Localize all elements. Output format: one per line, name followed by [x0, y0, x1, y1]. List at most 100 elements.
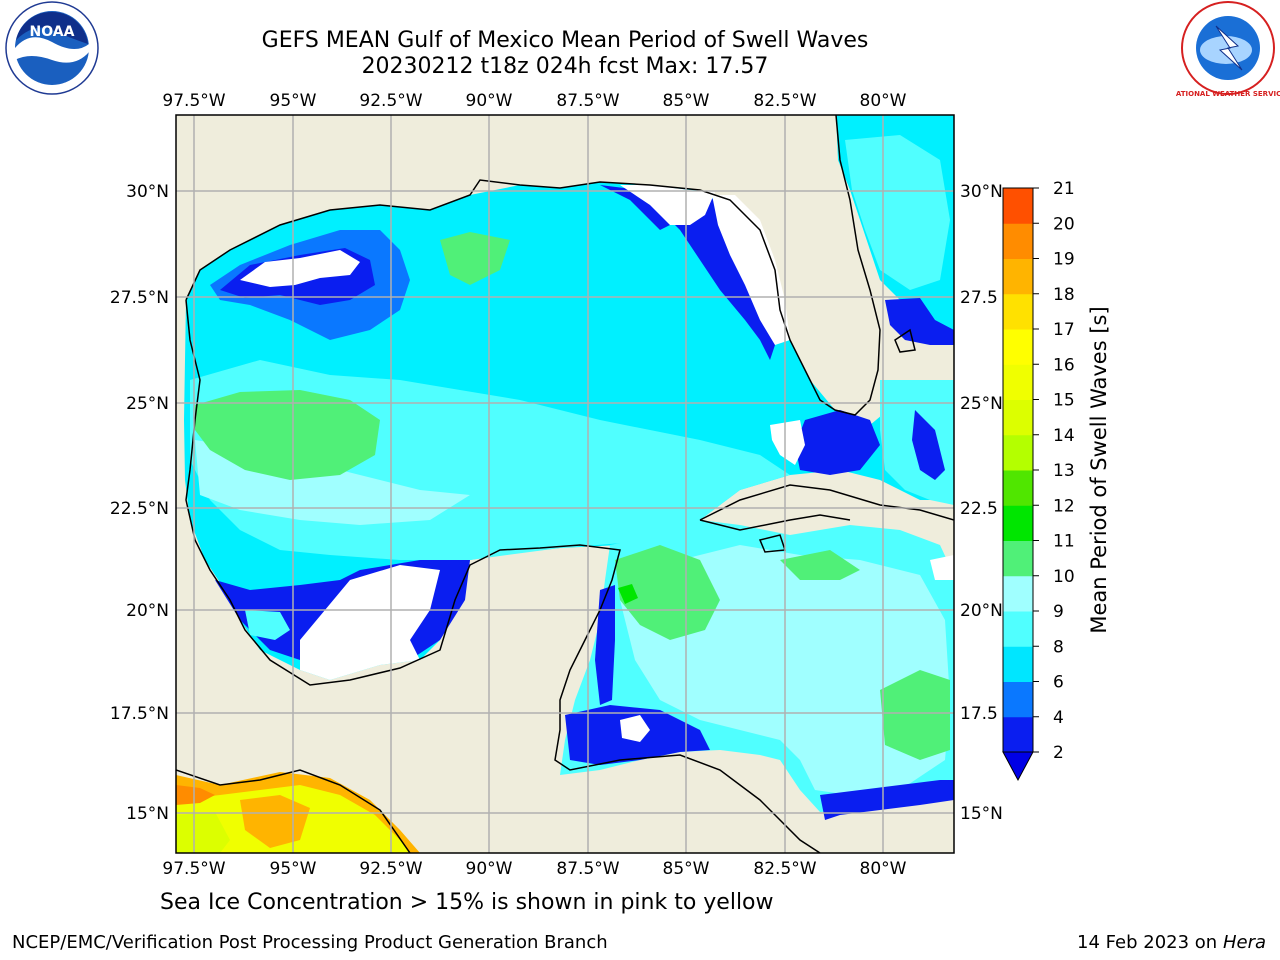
colorbar-segment: [1003, 540, 1033, 577]
lon-label-top: 97.5°W: [162, 91, 225, 111]
lon-label-bottom: 97.5°W: [162, 859, 225, 879]
lat-label-right: 15°N: [960, 804, 1003, 824]
colorbar-segment: [1003, 611, 1033, 647]
colorbar-segment: [1003, 188, 1033, 224]
colorbar-segment: [1003, 293, 1033, 330]
footer-date-text: 14 Feb 2023 on: [1077, 932, 1218, 953]
nws-logo: NATIONAL WEATHER SERVICE: [1176, 1, 1280, 98]
map-gridlines: [176, 115, 954, 853]
colorbar-tick-label: 13: [1053, 461, 1075, 481]
lon-label-bottom: 82.5°W: [753, 859, 816, 879]
colorbar-segment: [1003, 258, 1033, 295]
colorbar-label: Mean Period of Swell Waves [s]: [1087, 306, 1111, 633]
lat-label-right: 27.5: [960, 288, 998, 308]
colorbar-segment: [1003, 681, 1033, 718]
chart-title: GEFS MEAN Gulf of Mexico Mean Period of …: [261, 28, 869, 53]
colorbar-tick-label: 9: [1053, 602, 1064, 622]
lon-label-top: 95°W: [270, 91, 317, 111]
lat-label-left: 15°N: [126, 804, 169, 824]
colorbar-tick-label: 21: [1053, 179, 1075, 199]
colorbar-extend-arrow: [1002, 751, 1034, 782]
colorbar-segment: [1003, 434, 1033, 471]
colorbar-segment: [1003, 329, 1033, 365]
chart-subtitle: 20230212 t18z 024h fcst Max: 17.57: [361, 54, 769, 79]
straits-nodata: [770, 420, 805, 465]
atlantic-8s: [845, 135, 950, 290]
noaa-logo-text: NOAA: [30, 24, 75, 40]
lat-label-left: 30°N: [126, 182, 169, 202]
colorbar-segment: [1003, 364, 1033, 400]
lon-label-bottom: 92.5°W: [359, 859, 422, 879]
caribbean-nodata-south: [620, 715, 650, 742]
lon-label-bottom: 95°W: [270, 859, 317, 879]
footer-credit: NCEP/EMC/Verification Post Processing Pr…: [12, 932, 608, 953]
pacific-dark-orange: [176, 785, 215, 805]
lon-label-top: 85°W: [663, 91, 710, 111]
colorbar-tick-label: 19: [1053, 250, 1075, 270]
gulf-nodata-nw: [240, 250, 360, 287]
colorbar-segment: [1003, 646, 1033, 682]
lon-label-bottom: 87.5°W: [556, 859, 619, 879]
colorbar-segment: [1003, 399, 1033, 436]
lon-label-top: 87.5°W: [556, 91, 619, 111]
colorbar-ticks: 2 4 6 8 9 10 11 12 13 14 15 16 17 18 19 20 21: [1033, 179, 1075, 763]
lat-label-right: 22.5: [960, 499, 998, 519]
caribbean-bright-green: [618, 584, 638, 604]
footer-host: Hera: [1222, 932, 1266, 953]
colorbar-tick-label: 2: [1053, 743, 1064, 763]
caribbean-green-3: [780, 550, 860, 580]
atlantic-darkblue: [885, 298, 954, 345]
pacific-yellow-2: [176, 812, 230, 853]
lat-label-left: 20°N: [126, 601, 169, 621]
caribbean-green-2: [880, 670, 950, 760]
gulf-nodata-bigbend: [712, 195, 790, 345]
caribbean-green-1: [615, 545, 720, 640]
colorbar-tick-label: 4: [1053, 708, 1064, 728]
lat-label-right: 17.5: [960, 704, 998, 724]
gulf-nodata-sw: [300, 565, 440, 680]
colorbar-segment: [1003, 223, 1033, 259]
gulf-green-patch-north: [440, 232, 510, 285]
colorbar-tick-label: 16: [1053, 355, 1075, 375]
colorbar-tick-label: 10: [1053, 567, 1075, 587]
nws-logo-text: NATIONAL WEATHER SERVICE: [1176, 90, 1280, 98]
colorbar-tick-label: 14: [1053, 426, 1075, 446]
colorbar-tick-label: 18: [1053, 285, 1075, 305]
colorbar-segment: [1003, 575, 1033, 612]
caribbean-blue-west: [595, 585, 615, 705]
gulf-nodata-ne: [620, 185, 715, 225]
caribbean-nodata-east: [930, 555, 954, 580]
bahamas-darkblue: [912, 410, 945, 480]
lon-label-bottom: 90°W: [466, 859, 513, 879]
lon-label-top: 80°W: [860, 91, 907, 111]
colorbar-segment: [1003, 505, 1033, 541]
lon-label-top: 92.5°W: [359, 91, 422, 111]
lat-label-left: 17.5°N: [110, 704, 169, 724]
lon-label-bottom: 85°W: [663, 859, 710, 879]
gulf-lightblue-sw: [245, 610, 290, 640]
lon-label-top: 90°W: [466, 91, 513, 111]
noaa-logo: NOAA: [5, 1, 99, 95]
colorbar-segment: [1003, 470, 1033, 506]
lat-label-right: 30°N: [960, 182, 1003, 202]
colorbar-segment: [1003, 716, 1033, 753]
map-frame: [175, 114, 955, 854]
lat-label-left: 22.5°N: [110, 499, 169, 519]
sea-ice-caption: Sea Ice Concentration > 15% is shown in …: [160, 890, 774, 915]
lat-label-left: 25°N: [126, 394, 169, 414]
lon-label-bottom: 80°W: [860, 859, 907, 879]
lat-label-left: 27.5°N: [110, 288, 169, 308]
lat-label-right: 20°N: [960, 601, 1003, 621]
colorbar-tick-label: 15: [1053, 391, 1075, 411]
colorbar: [1002, 187, 1034, 753]
colorbar-tick-label: 6: [1053, 673, 1064, 693]
colorbar-tick-label: 11: [1053, 532, 1075, 552]
straits-blue: [795, 410, 880, 475]
colorbar-tick-label: 17: [1053, 320, 1075, 340]
colorbar-tick-label: 8: [1053, 637, 1064, 657]
caribbean-blue-se: [820, 780, 954, 820]
lat-label-right: 25°N: [960, 394, 1003, 414]
colorbar-tick-label: 12: [1053, 496, 1075, 516]
gulf-green-patch-west: [195, 390, 380, 480]
